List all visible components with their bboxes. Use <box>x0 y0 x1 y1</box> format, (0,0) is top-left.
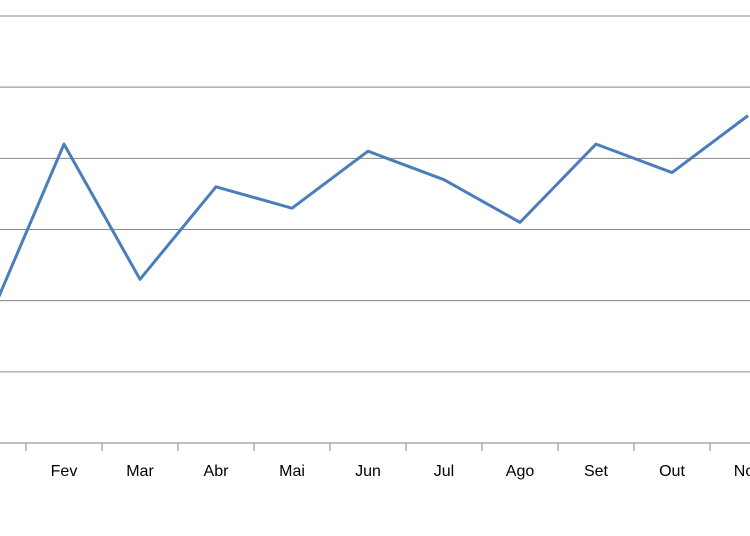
x-tick-label: Ago <box>506 463 535 480</box>
x-tick-label: Abr <box>204 463 230 480</box>
line <box>0 114 749 298</box>
x-tick-label: Nov <box>734 463 750 480</box>
x-tick-label: Jun <box>355 463 381 480</box>
x-tick-label: Out <box>659 463 685 480</box>
x-tick-label: Jul <box>434 463 454 480</box>
x-tick-label: Mai <box>279 463 305 480</box>
x-tick-label: Fev <box>51 463 78 480</box>
x-tick-label: Set <box>584 463 609 480</box>
x-tick-label: Mar <box>126 463 154 480</box>
x-tick-label: Jan <box>0 463 1 480</box>
